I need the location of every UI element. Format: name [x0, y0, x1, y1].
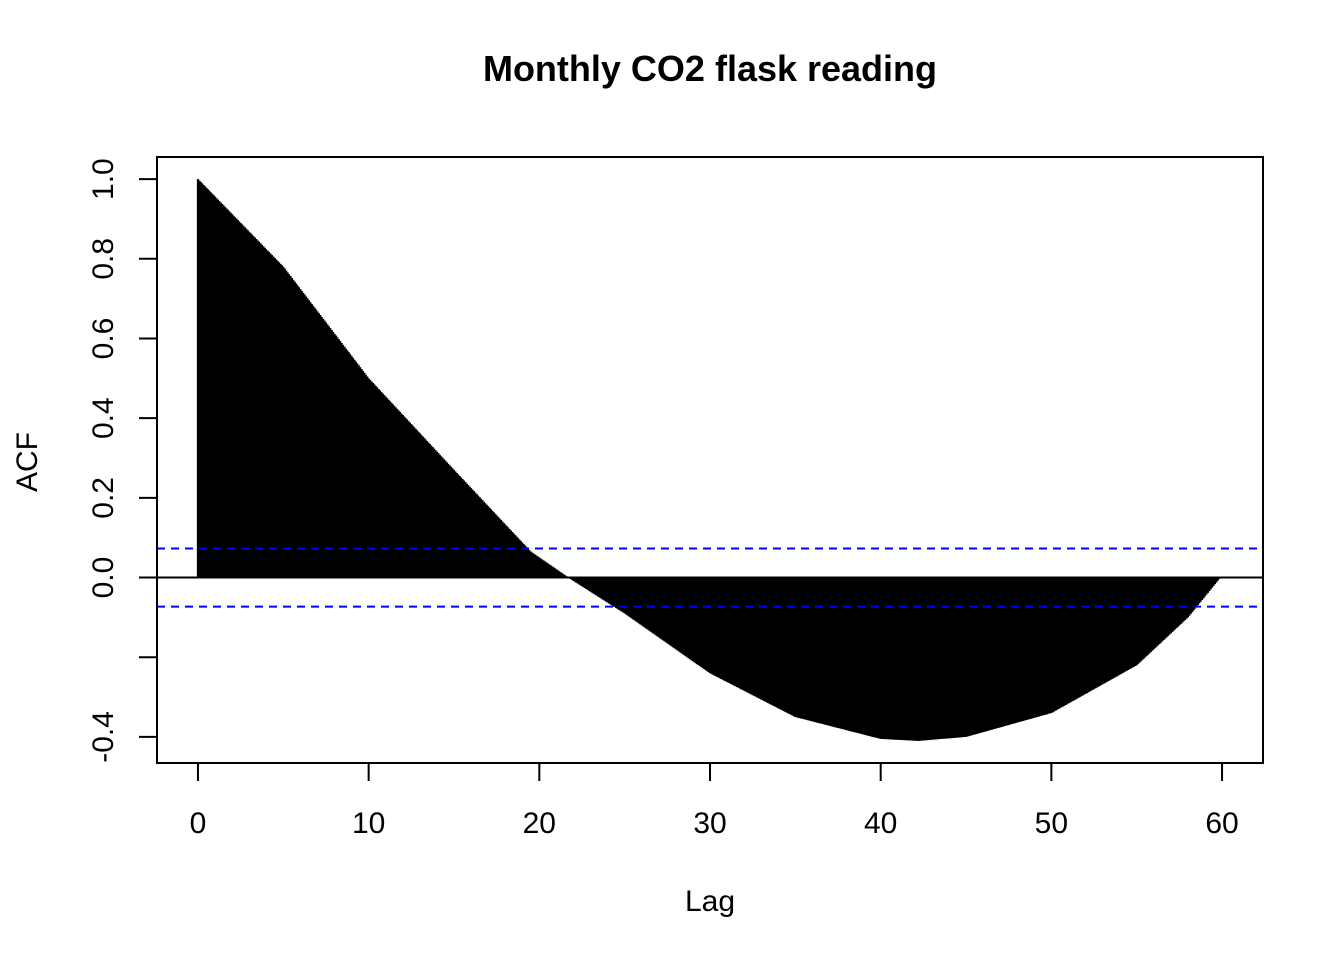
y-tick-label: 0.6 — [87, 318, 120, 360]
x-tick-label: 50 — [1035, 807, 1068, 840]
confidence-bounds — [157, 547, 1263, 608]
x-tick-label: 40 — [864, 807, 897, 840]
y-tick-label: 0.4 — [87, 397, 120, 439]
x-axis-label: Lag — [685, 885, 735, 918]
y-tick-label: 0.8 — [87, 238, 120, 280]
y-tick-label: 1.0 — [87, 158, 120, 200]
y-tick-label: -0.4 — [87, 711, 120, 763]
x-tick-label: 10 — [352, 807, 385, 840]
chart-title: Monthly CO2 flask reading — [483, 48, 937, 89]
y-axis-label: ACF — [11, 432, 44, 492]
acf-bars — [196, 179, 1221, 741]
x-axis: 0 10 20 30 40 50 60 — [190, 763, 1239, 840]
y-tick-label: 0.0 — [87, 557, 120, 599]
y-tick-label: 0.2 — [87, 477, 120, 519]
x-tick-label: 30 — [693, 807, 726, 840]
x-tick-label: 60 — [1205, 807, 1238, 840]
y-axis: -0.4 0.0 0.2 0.4 0.6 0.8 1.0 — [87, 158, 157, 763]
x-tick-label: 20 — [523, 807, 556, 840]
x-tick-label: 0 — [190, 807, 207, 840]
